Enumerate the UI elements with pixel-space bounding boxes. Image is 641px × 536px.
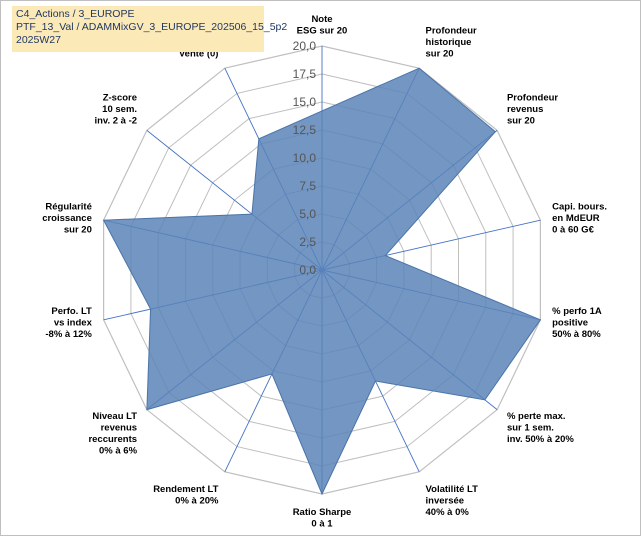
tick-label: 15,0 (293, 95, 317, 109)
axis-label: % perfo 1A positive 50% à 80% (552, 306, 602, 340)
title-line-2: PTF_13_Val / ADAMMixGV_3_EUROPE_202506_1… (16, 21, 288, 33)
chart-title-box: C4_Actions / 3_EUROPE PTF_13_Val / ADAMM… (12, 6, 288, 52)
title-line-3: 2025W27 (16, 34, 61, 46)
axis-label-line: Z-score (103, 93, 137, 104)
data-series (102, 67, 542, 496)
axis-label-line: inv. 2 à -2 (94, 116, 137, 127)
tick-label: 10,0 (293, 151, 317, 165)
axis-label-line: Volatilité LT (426, 484, 479, 495)
axis-label-line: Profondeur (507, 93, 558, 104)
axis-label: Profondeur revenus sur 20 (507, 93, 558, 127)
axis-label-line: Vente (0) (179, 49, 219, 60)
axis-label-line: Niveau LT (92, 411, 137, 422)
tick-label: 2,5 (299, 235, 316, 249)
tick-label: 12,5 (293, 123, 317, 137)
axis-label-line: 0% à 20% (175, 495, 219, 506)
axis-label: Note ESG sur 20 (297, 14, 348, 37)
axis-label-line: sur 20 (64, 225, 92, 236)
axis-label-line: Capi. bours. (552, 202, 607, 213)
axis-label-line: 40% à 0% (426, 507, 470, 518)
axis-label-line: Profondeur (426, 26, 477, 37)
axis-label-line: % perfo 1A (552, 306, 602, 317)
axis-label-line: revenus (507, 104, 543, 115)
axis-label-line: positive (552, 317, 588, 328)
axis-label-line: inv. 50% à 20% (507, 434, 574, 445)
series-area (102, 67, 542, 496)
axis-label-line: croissance (42, 213, 92, 224)
axis-label-line: 0 à 1 (311, 519, 333, 530)
axis-label-line: 0% à 6% (99, 445, 138, 456)
axis-label-line: Régularité (45, 202, 91, 213)
axis-label-line: ESG sur 20 (297, 26, 348, 37)
tick-label: 5,0 (299, 207, 316, 221)
axis-label-line: sur 1 sem. (507, 422, 554, 433)
tick-label: 7,5 (299, 179, 316, 193)
axis-label-line: 10 sem. (102, 104, 137, 115)
axis-label-line: historique (426, 37, 472, 48)
axis-label-line: revenus (101, 422, 137, 433)
axis-label-line: reccurents (88, 434, 137, 445)
axis-label-line: vs index (54, 317, 93, 328)
axis-label: % perte max. sur 1 sem. inv. 50% à 20% (507, 411, 574, 445)
axis-label-line: Ratio Sharpe (293, 507, 352, 518)
axis-label: Niveau LT revenus reccurents 0% à 6% (88, 411, 137, 457)
axis-label-line: 0 à 60 G€ (552, 225, 594, 236)
axis-label-line: -8% à 12% (45, 329, 92, 340)
tick-label: 17,5 (293, 67, 317, 81)
axis-label-line: Note (311, 14, 332, 25)
axis-label: Ratio Sharpe 0 à 1 (293, 507, 352, 530)
axis-label-line: en MdEUR (552, 213, 600, 224)
axis-label-line: 50% à 80% (552, 329, 601, 340)
axis-label: Perfo. LT vs index -8% à 12% (45, 306, 92, 340)
axis-label-line: sur 20 (507, 116, 535, 127)
title-line-1: C4_Actions / 3_EUROPE (16, 8, 135, 20)
axis-label: Régularité croissance sur 20 (42, 202, 92, 236)
tick-labels: 0,0 2,5 5,0 7,5 10,0 12,5 15,0 17,5 20,0 (293, 39, 317, 277)
axis-label: Rendement LT 0% à 20% (153, 484, 219, 507)
axis-label: Profondeur historique sur 20 (426, 26, 477, 60)
axis-label: Z-score 10 sem. inv. 2 à -2 (94, 93, 137, 127)
axis-label-line: inversée (426, 495, 465, 506)
tick-label: 20,0 (293, 39, 317, 53)
tick-label: 0,0 (299, 263, 316, 277)
axis-label-line: Rendement LT (153, 484, 218, 495)
axis-label: Volatilité LT inversée 40% à 0% (426, 484, 479, 518)
axis-label-line: sur 20 (426, 49, 454, 60)
axis-label: Capi. bours. en MdEUR 0 à 60 G€ (552, 202, 607, 236)
axis-label-line: Perfo. LT (51, 306, 92, 317)
axis-label-line: % perte max. (507, 411, 566, 422)
